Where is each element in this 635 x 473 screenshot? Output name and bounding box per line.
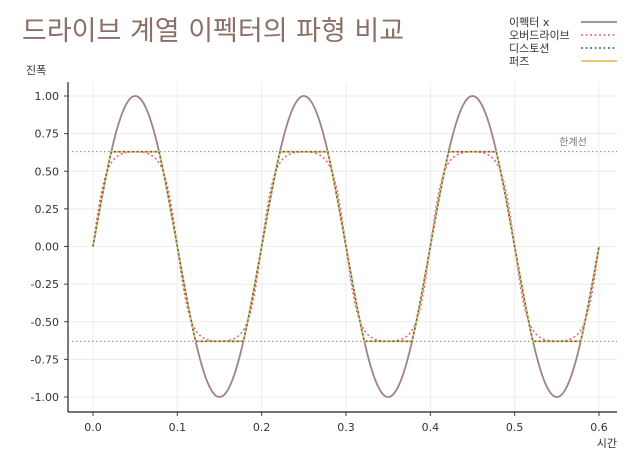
axes (64, 82, 617, 416)
y-axis-label: 진폭 (26, 64, 46, 77)
x-tick-label: 0.0 (84, 421, 102, 434)
series-line-2 (92, 150, 600, 343)
x-tick-label: 0.2 (253, 421, 271, 434)
y-tick-label: 0.75 (35, 128, 60, 141)
x-tick-label: 0.4 (422, 421, 440, 434)
y-tick-label: 0.50 (35, 165, 60, 178)
y-tick-label: -1.00 (31, 391, 59, 404)
threshold-label: 한계선 (559, 137, 587, 149)
y-tick-label: 0.00 (35, 241, 60, 254)
threshold-lines: 한계선 (68, 137, 617, 342)
grid (68, 82, 617, 412)
legend-label: 이펙터 x (509, 16, 550, 29)
legend-label: 퍼즈 (509, 55, 529, 68)
x-tick-label: 0.1 (169, 421, 187, 434)
y-tick-label: -0.75 (31, 353, 59, 366)
y-tick-label: 0.25 (35, 203, 60, 216)
x-tick-label: 0.6 (590, 421, 608, 434)
legend-label: 디스토션 (509, 42, 549, 55)
x-tick-label: 0.5 (506, 421, 524, 434)
tick-labels: 0.0 0.1 0.2 0.3 0.4 0.5 0.6 1.00 0.75 0.50 0.25 0.0… (31, 90, 608, 434)
legend-label: 오버드라이브 (509, 29, 570, 42)
x-tick-label: 0.3 (337, 421, 355, 434)
x-axis-label: 시간 (597, 437, 617, 450)
chart-title: 드라이브 계열 이펙터의 파형 비교 (22, 16, 404, 47)
y-tick-label: -0.50 (31, 316, 59, 329)
y-tick-label: -0.25 (31, 278, 59, 291)
series-group (92, 95, 600, 398)
y-tick-label: 1.00 (35, 90, 60, 103)
